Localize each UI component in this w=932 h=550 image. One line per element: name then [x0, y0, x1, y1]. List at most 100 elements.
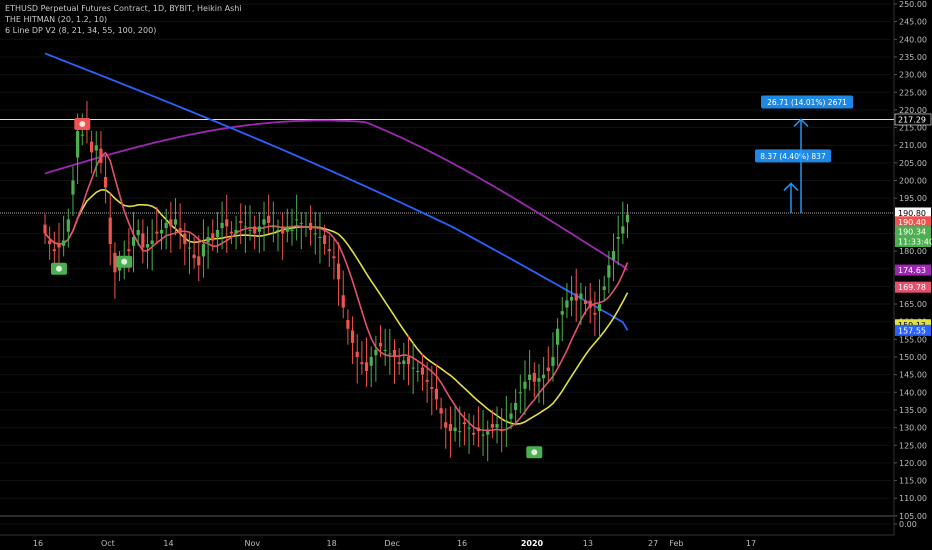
- candle-body: [611, 251, 616, 260]
- candle-body: [108, 217, 112, 245]
- candle-body: [514, 402, 518, 410]
- candle-body: [481, 434, 485, 436]
- ma-200-path: [44, 119, 629, 271]
- y-tick-label: 240.00: [899, 35, 927, 44]
- candle-body: [518, 392, 522, 394]
- y-tick-label: 220.00: [899, 106, 927, 115]
- candle-body: [621, 226, 625, 234]
- y-tick-label: 250.00: [899, 0, 927, 9]
- ma-100-path: [44, 52, 629, 331]
- candle-body: [276, 229, 280, 231]
- candle-body: [225, 219, 229, 227]
- candle-body: [542, 374, 546, 379]
- candle-body: [406, 357, 411, 365]
- candle-body: [490, 424, 494, 428]
- candle-body: [66, 219, 70, 232]
- signals: [50, 118, 543, 459]
- y-tick-label: 135.00: [899, 406, 927, 415]
- y-tick-label: 210.00: [899, 141, 927, 150]
- candle-body: [392, 349, 397, 357]
- candle-body: [178, 228, 182, 234]
- legend-symbol[interactable]: ETHUSD Perpetual Futures Contract, 1D, B…: [5, 4, 242, 13]
- candle-body: [332, 256, 336, 259]
- candle-body: [537, 378, 541, 382]
- candle-body: [462, 422, 466, 425]
- candle-body: [71, 180, 75, 195]
- candle-body: [439, 408, 443, 414]
- candle-body: [486, 431, 490, 435]
- candle-body: [616, 236, 620, 239]
- ma-8-line: [44, 151, 629, 432]
- candle-body: [90, 141, 94, 153]
- candle-body: [150, 240, 154, 245]
- y-tick-label: 200.00: [899, 177, 927, 186]
- y-axis[interactable]: 250.00 245.00 240.00 235.00 230.00 225.00 220.…: [894, 0, 927, 529]
- candle-body: [290, 229, 294, 231]
- candle-body: [448, 424, 453, 432]
- ma-200-line: [44, 119, 629, 271]
- candle-body: [364, 362, 369, 372]
- candle-body: [173, 219, 178, 225]
- candle-body: [500, 429, 504, 432]
- measure-box: [761, 95, 853, 109]
- y-tick-label: 120.00: [899, 459, 927, 468]
- candle-body: [94, 145, 98, 151]
- price-tag-label: 11:33:40: [898, 238, 932, 247]
- candle-body: [546, 367, 550, 372]
- legend-indicator-6line[interactable]: 6 Line DP V2 (8, 21, 34, 55, 100, 200): [5, 26, 157, 35]
- candle-body: [350, 330, 355, 343]
- measure-label: 8.37 (4.40%) 837: [760, 152, 826, 161]
- measure-arrowhead: [783, 182, 799, 191]
- candles: [43, 101, 630, 462]
- candle-body: [201, 244, 206, 257]
- legend-indicator-hitman[interactable]: THE HITMAN (20, 1.2, 10): [5, 15, 108, 24]
- measure-arrowhead: [793, 118, 809, 127]
- candle-body: [597, 304, 602, 312]
- candle-body: [117, 265, 122, 271]
- candle-body: [62, 240, 66, 246]
- candle-body: [458, 431, 462, 433]
- buy-signal-icon: [121, 258, 128, 265]
- candle-body: [285, 226, 289, 232]
- candle-body: [453, 427, 457, 432]
- price-tag: [895, 264, 931, 276]
- candle-body: [346, 319, 350, 329]
- candle-body: [99, 148, 103, 163]
- candle-body: [551, 357, 555, 366]
- candle-body: [48, 240, 52, 245]
- price-tag-label: 190.34: [898, 228, 926, 237]
- y-tick-label: 235.00: [899, 53, 927, 62]
- x-tick-label: 2020: [521, 539, 544, 548]
- candle-body: [197, 256, 201, 266]
- candle-body: [336, 263, 341, 280]
- y-tick-label: 125.00: [899, 441, 927, 450]
- candle-body: [229, 231, 233, 234]
- price-tag: [895, 207, 931, 219]
- candle-body: [145, 244, 150, 248]
- y-tick-label: 245.00: [899, 18, 927, 27]
- y-tick-label: 195.00: [899, 194, 927, 203]
- candle-body: [211, 233, 215, 241]
- candle-body: [523, 381, 527, 389]
- sell-signal-icon: [79, 121, 86, 128]
- candle-body: [602, 286, 606, 290]
- x-tick-label: 13: [583, 539, 593, 548]
- y-tick-label: 215.00: [899, 124, 927, 133]
- y-tick-label: 0.00: [899, 520, 917, 529]
- measure-label: 26.71 (14.01%) 2671: [767, 98, 847, 107]
- y-tick-label: 115.00: [899, 477, 927, 486]
- y-tick-label: 155.00: [899, 335, 927, 344]
- price-tag: [895, 226, 931, 238]
- candle-body: [593, 312, 597, 315]
- candle-body: [253, 226, 257, 234]
- candle-body: [304, 226, 308, 228]
- candle-body: [267, 215, 271, 223]
- x-tick-label: 16: [33, 539, 43, 548]
- x-axis[interactable]: 16 Oct 14 Nov 18 Dec 16 2020 13 27 Feb 17: [33, 539, 756, 548]
- candle-body: [528, 374, 532, 380]
- candle-body: [402, 360, 406, 365]
- candle-body: [378, 342, 383, 347]
